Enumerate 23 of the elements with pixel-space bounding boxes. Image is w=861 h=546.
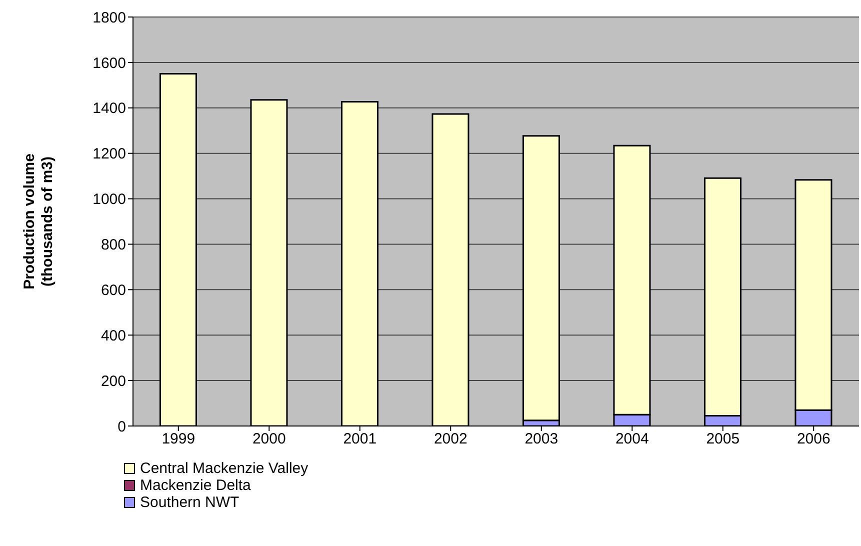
x-tick-label: 2001 xyxy=(343,430,377,448)
y-tick-label: 1600 xyxy=(92,54,126,72)
x-tick-label: 2006 xyxy=(796,430,830,448)
y-tick-label: 800 xyxy=(100,236,126,254)
y-tick-label: 400 xyxy=(100,327,126,344)
y-tick-label: 0 xyxy=(118,418,126,436)
x-tick-label: 2004 xyxy=(615,430,649,448)
y-tick-label: 1800 xyxy=(92,9,126,26)
y-tick-label: 1400 xyxy=(92,100,126,118)
y-tick-label: 600 xyxy=(100,282,126,299)
x-tick-label: 1999 xyxy=(162,430,196,448)
legend-label: Southern NWT xyxy=(140,494,240,511)
y-tick-label: 1200 xyxy=(92,146,126,163)
legend-label: Central Mackenzie Valley xyxy=(140,460,308,477)
legend-label: Mackenzie Delta xyxy=(140,477,251,494)
x-tick-label: 2003 xyxy=(524,430,558,448)
bar xyxy=(522,135,560,422)
x-tick-label: 2000 xyxy=(252,430,286,448)
y-tick-label: 1000 xyxy=(92,191,126,208)
y-axis-title: Production volume (thousands of m3) xyxy=(21,154,56,290)
x-tick-label: 2005 xyxy=(706,430,740,448)
y-tick-label: 200 xyxy=(100,372,126,390)
x-tick-label: 2002 xyxy=(434,430,468,448)
